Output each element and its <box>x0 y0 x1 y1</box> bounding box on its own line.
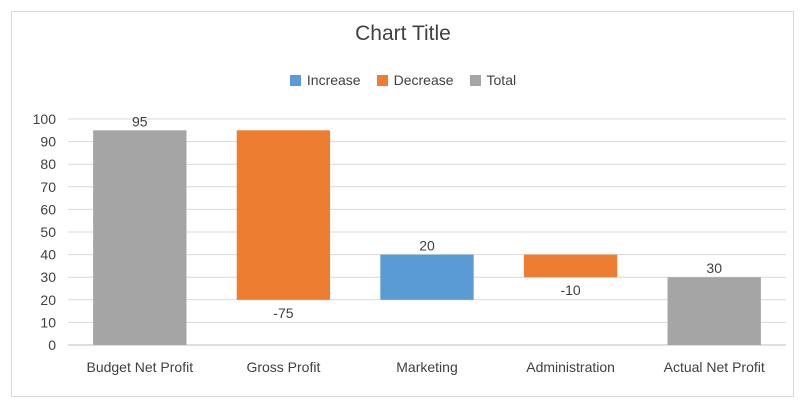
chart-title: Chart Title <box>355 22 451 45</box>
y-tick-label: 50 <box>40 224 56 240</box>
legend-swatch-decrease <box>376 74 388 86</box>
y-tick-label: 30 <box>40 269 56 285</box>
y-tick-label: 20 <box>40 292 56 308</box>
bar-2 <box>236 130 331 300</box>
x-category-label: Marketing <box>396 359 457 375</box>
x-category-label: Administration <box>526 359 615 375</box>
x-category-label: Actual Net Profit <box>664 359 765 375</box>
y-tick-label: 60 <box>40 201 56 217</box>
bar-3 <box>380 254 474 300</box>
legend-label-total: Total <box>486 72 517 88</box>
legend-swatch-total <box>469 74 481 86</box>
legend-label-increase: Increase <box>306 72 361 88</box>
legend-item-total: Total <box>469 72 517 88</box>
bar-1 <box>93 130 187 345</box>
y-tick-label: 40 <box>40 247 56 263</box>
y-tick-label: 70 <box>40 179 56 195</box>
y-tick-label: 100 <box>33 111 57 127</box>
data-label: -10 <box>560 282 580 298</box>
data-label: 20 <box>419 238 435 254</box>
x-category-label: Budget Net Profit <box>86 359 193 375</box>
legend-label-decrease: Decrease <box>393 72 454 88</box>
data-label: 30 <box>706 260 722 276</box>
legend-item-decrease: Decrease <box>376 72 454 88</box>
y-tick-label: 0 <box>48 337 56 353</box>
y-tick-label: 80 <box>40 156 56 172</box>
bar-5 <box>667 277 761 345</box>
legend-item-increase: Increase <box>289 72 361 88</box>
bar-4 <box>523 254 618 278</box>
y-tick-label: 10 <box>40 314 56 330</box>
legend-swatch-increase <box>289 74 301 86</box>
data-label: 95 <box>132 113 148 129</box>
y-tick-label: 90 <box>40 134 56 150</box>
data-label: -75 <box>273 305 293 321</box>
legend: Increase Decrease Total <box>0 72 806 88</box>
x-category-label: Gross Profit <box>246 359 320 375</box>
